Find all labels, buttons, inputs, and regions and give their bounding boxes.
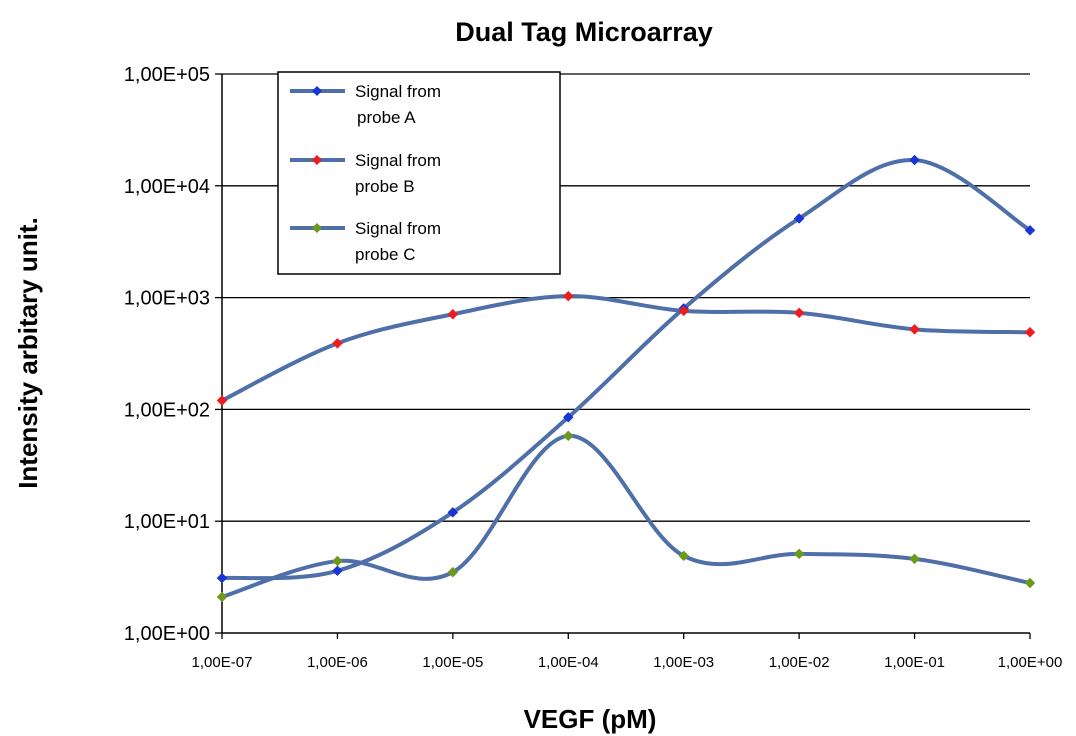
- legend-label: probe C: [355, 245, 415, 264]
- data-point: [447, 506, 459, 518]
- y-axis-title: Intensity arbitary unit.: [13, 217, 43, 489]
- data-point: [562, 430, 574, 442]
- legend-swatch-marker: [312, 223, 322, 233]
- data-point: [909, 553, 920, 565]
- legend-label: Signal from: [355, 151, 441, 170]
- legend-label: Signal from: [355, 82, 441, 101]
- legend-box: [277, 71, 561, 275]
- legend-item-probe-b: Signal from probe B: [290, 151, 441, 196]
- series-b: [216, 290, 1036, 406]
- data-point: [793, 548, 805, 560]
- legend-label: probe B: [355, 177, 415, 196]
- x-tick-label: 1,00E-02: [769, 654, 830, 671]
- series-layer: [216, 154, 1036, 603]
- series-line: [220, 433, 1032, 599]
- data-point: [909, 323, 920, 335]
- data-point: [216, 572, 228, 584]
- x-tick-label: 1,00E-07: [192, 654, 253, 671]
- x-axis-title: VEGF (pM): [524, 704, 657, 734]
- legend-item-probe-a: Signal from probe A: [290, 82, 441, 127]
- data-point: [909, 154, 920, 166]
- data-point: [332, 555, 343, 567]
- y-tick-label: 1,00E+05: [124, 64, 210, 86]
- y-tick-label: 1,00E+03: [124, 288, 210, 310]
- data-point: [1024, 224, 1036, 236]
- x-tick-label: 1,00E-03: [653, 654, 714, 671]
- axes: [221, 74, 1031, 639]
- x-tick-label: 1,00E-06: [307, 654, 368, 671]
- data-point: [447, 566, 459, 578]
- y-tick-label: 1,00E+02: [124, 399, 210, 421]
- data-point: [332, 565, 343, 577]
- y-tick-labels: 1,00E+05 1,00E+04 1,00E+03 1,00E+02 1,00E+01…: [124, 64, 210, 645]
- legend-swatch-marker: [312, 86, 322, 96]
- legend-label: probe A: [357, 108, 416, 127]
- x-tick-label: 1,00E-05: [422, 654, 483, 671]
- data-point: [678, 305, 690, 317]
- x-tick-label: 1,00E-01: [884, 654, 945, 671]
- data-point: [678, 550, 690, 562]
- y-tick-label: 1,00E+04: [124, 176, 210, 198]
- data-point: [793, 307, 805, 319]
- data-point: [216, 395, 228, 406]
- legend-item-probe-c: Signal from probe C: [290, 219, 441, 264]
- data-point: [1024, 577, 1036, 589]
- data-point: [562, 290, 574, 302]
- y-tick-label: 1,00E+00: [124, 623, 210, 645]
- legend-swatch-marker: [312, 155, 322, 165]
- data-point: [447, 308, 459, 320]
- x-tick-label: 1,00E+00: [998, 654, 1063, 671]
- y-tick-label: 1,00E+01: [124, 511, 210, 533]
- data-point: [793, 213, 805, 224]
- x-tick-label: 1,00E-04: [538, 654, 599, 671]
- series-line: [220, 294, 1032, 403]
- chart-title: Dual Tag Microarray: [455, 17, 713, 47]
- data-point: [562, 411, 574, 423]
- legend-label: Signal from: [355, 219, 441, 238]
- x-tick-labels: 1,00E-07 1,00E-06 1,00E-05 1,00E-04 1,00E-03…: [192, 654, 1063, 671]
- data-point: [1024, 326, 1036, 338]
- data-point: [332, 337, 343, 349]
- data-point: [216, 591, 228, 603]
- series-c: [216, 430, 1036, 603]
